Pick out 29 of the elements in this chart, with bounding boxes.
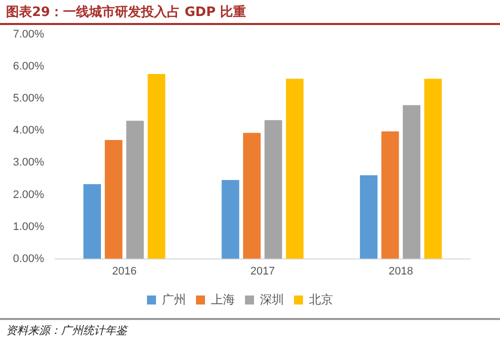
y-tick-label: 4.00%: [12, 124, 44, 137]
bar: [83, 184, 101, 259]
y-tick-label: 3.00%: [12, 156, 44, 169]
legend-label: 北京: [309, 292, 333, 306]
bar: [264, 120, 282, 259]
bar: [360, 175, 378, 259]
bar: [402, 105, 420, 259]
text: 资料来源：广州统计年鉴: [0, 318, 500, 339]
legend-label: 广州: [162, 292, 186, 306]
bar: [148, 74, 166, 259]
legend-label: 深圳: [260, 292, 284, 306]
bar: [222, 180, 240, 259]
bar: [104, 140, 122, 259]
x-tick-label: 2016: [112, 265, 137, 278]
y-tick-label: 7.00%: [12, 28, 44, 41]
bar: [424, 78, 442, 259]
bar: [243, 132, 261, 259]
bar: [286, 78, 304, 259]
y-tick-label: 6.00%: [12, 60, 44, 73]
y-tick-label: 5.00%: [12, 92, 44, 105]
chart-title: 图表29：一线城市研发投入占 GDP 比重: [0, 0, 500, 25]
x-tick-label: 2017: [250, 265, 275, 278]
bar: [381, 131, 399, 259]
y-tick-label: 1.00%: [12, 220, 44, 233]
y-tick-label: 2.00%: [12, 188, 44, 201]
y-tick-label: 0.00%: [12, 252, 44, 265]
legend-label: 上海: [211, 292, 235, 306]
x-tick-label: 2018: [388, 265, 414, 278]
bar: [126, 120, 144, 259]
